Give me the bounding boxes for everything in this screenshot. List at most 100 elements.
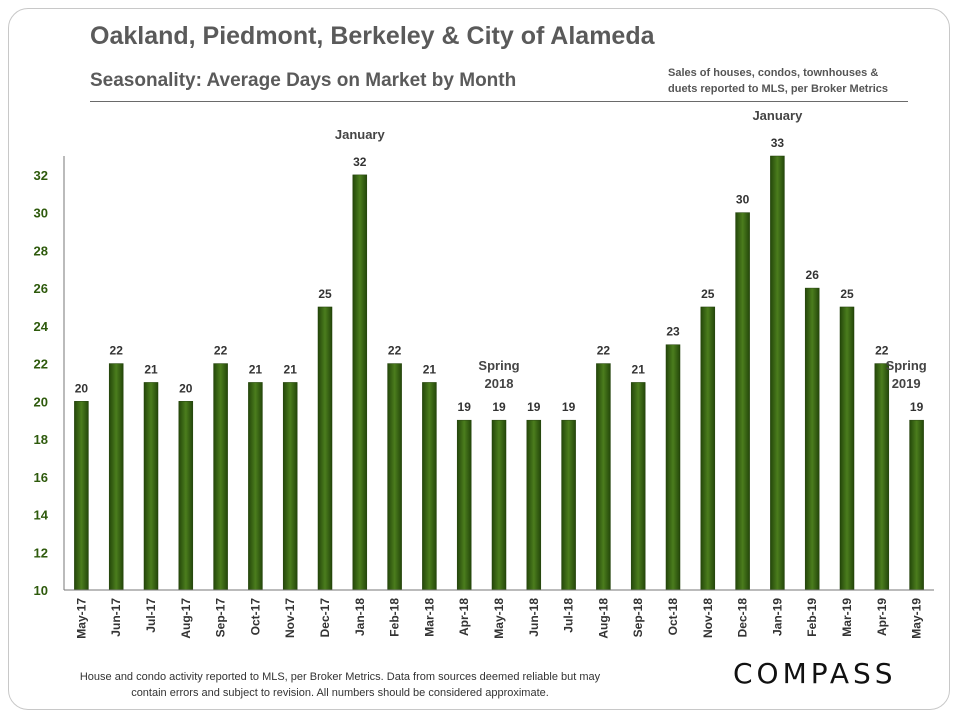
- x-tick-label: Aug-17: [179, 598, 193, 639]
- data-label: 22: [388, 344, 402, 358]
- bar: [526, 419, 542, 591]
- data-label: 26: [806, 268, 820, 282]
- data-label: 19: [910, 400, 924, 414]
- data-label: 21: [632, 362, 646, 376]
- data-label: 19: [527, 400, 541, 414]
- x-tick-label: Jun-18: [527, 598, 541, 637]
- bar: [213, 363, 228, 591]
- bar: [700, 306, 716, 591]
- x-tick-label: Sep-18: [631, 598, 645, 638]
- disclaimer: House and condo activity reported to MLS…: [40, 669, 640, 701]
- data-label: 20: [75, 381, 89, 395]
- data-label: 25: [318, 287, 332, 301]
- annotation-label: January: [335, 127, 386, 142]
- data-label: 25: [701, 287, 715, 301]
- y-tick-label: 16: [34, 470, 48, 485]
- data-label: 20: [179, 381, 193, 395]
- x-tick-label: Mar-18: [422, 598, 436, 637]
- bar: [491, 419, 507, 591]
- y-tick-label: 32: [34, 168, 48, 183]
- annotations-group: January Spring 2018 January Spring 2019: [335, 108, 927, 391]
- disclaimer-line-2: contain errors and subject to revision. …: [131, 687, 549, 699]
- source-note: Sales of houses, condos, townhouses & du…: [668, 65, 888, 97]
- x-tick-label: May-19: [910, 598, 924, 639]
- x-tick-label: Sep-17: [214, 598, 228, 638]
- x-tick-label: Apr-18: [457, 598, 471, 636]
- x-tick-label: Jan-19: [770, 598, 784, 636]
- annotation-label: Spring: [478, 358, 519, 373]
- data-label: 23: [666, 325, 680, 339]
- y-tick-label: 14: [34, 508, 49, 523]
- bar: [839, 306, 855, 591]
- data-label: 21: [423, 362, 437, 376]
- data-label: 19: [562, 400, 576, 414]
- axes-group: 10 12 14 16 18 20 22 24 26 28 30 32 May-17 Jun-17 Jul-…: [34, 156, 934, 639]
- bar: [352, 174, 368, 591]
- compass-logo: COMPASS: [733, 657, 897, 690]
- data-label: 19: [458, 400, 472, 414]
- x-tick-label: Jul-18: [562, 598, 576, 633]
- y-tick-label: 22: [34, 357, 48, 372]
- x-tick-label: Dec-18: [736, 598, 750, 638]
- bar: [108, 363, 124, 591]
- x-tick-label: Feb-19: [805, 598, 819, 637]
- bar: [143, 382, 159, 591]
- x-tick-label: Feb-18: [388, 598, 402, 637]
- bar: [665, 344, 681, 591]
- y-tick-label: 28: [34, 243, 48, 258]
- bar: [248, 382, 263, 591]
- annotation-label: Spring: [886, 358, 927, 373]
- bar: [596, 363, 611, 591]
- x-tick-label: Nov-17: [283, 598, 297, 638]
- x-tick-label: Nov-18: [701, 598, 715, 638]
- bars-group: [74, 155, 924, 591]
- x-tick-label: Apr-19: [875, 598, 889, 636]
- data-label: 32: [353, 155, 367, 169]
- bar: [456, 419, 472, 591]
- y-tick-label: 24: [34, 319, 49, 334]
- slide-frame: [8, 8, 950, 710]
- x-tick-label: Aug-18: [596, 598, 610, 639]
- bar: [317, 306, 333, 591]
- data-label: 22: [214, 344, 228, 358]
- bar: [874, 363, 890, 591]
- data-label: 33: [771, 136, 785, 150]
- x-tick-label: Jan-18: [353, 598, 367, 636]
- data-label: 19: [492, 400, 506, 414]
- x-tick-label: Jul-17: [144, 598, 158, 633]
- y-tick-label: 26: [34, 281, 48, 296]
- x-tick-label: Jun-17: [109, 598, 123, 637]
- data-label: 22: [875, 344, 889, 358]
- data-label: 25: [840, 287, 854, 301]
- bar: [178, 401, 194, 591]
- x-tick-label: Mar-19: [840, 598, 854, 637]
- data-label: 22: [597, 344, 611, 358]
- source-note-line-1: Sales of houses, condos, townhouses &: [668, 67, 879, 79]
- data-label: 30: [736, 193, 750, 207]
- annotation-label: January: [752, 108, 803, 123]
- chart-title: Oakland, Piedmont, Berkeley & City of Al…: [90, 22, 655, 50]
- bar: [422, 382, 437, 591]
- bar: [804, 287, 820, 591]
- y-tick-label: 10: [34, 583, 48, 598]
- x-tick-label: May-17: [74, 598, 88, 639]
- data-labels-group: 20 22 21 20 22 21 21 25 32 22 21 19 19 19 19 22 21 23 25 30…: [75, 136, 924, 414]
- bar: [387, 363, 402, 591]
- annotation-label: 2019: [892, 376, 921, 391]
- x-tick-label: Dec-17: [318, 598, 332, 638]
- x-tick-label: Oct-17: [248, 598, 262, 636]
- source-note-line-2: duets reported to MLS, per Broker Metric…: [668, 83, 889, 95]
- data-label: 21: [284, 362, 298, 376]
- bar: [74, 401, 89, 591]
- y-tick-label: 30: [34, 206, 48, 221]
- bar: [735, 212, 750, 591]
- bar: [770, 155, 785, 591]
- bar: [909, 419, 924, 591]
- disclaimer-line-1: House and condo activity reported to MLS…: [79, 671, 601, 683]
- title-divider: [90, 101, 908, 102]
- y-tick-label: 18: [34, 432, 48, 447]
- data-label: 22: [110, 344, 124, 358]
- y-tick-label: 12: [34, 545, 48, 560]
- bar: [561, 419, 576, 591]
